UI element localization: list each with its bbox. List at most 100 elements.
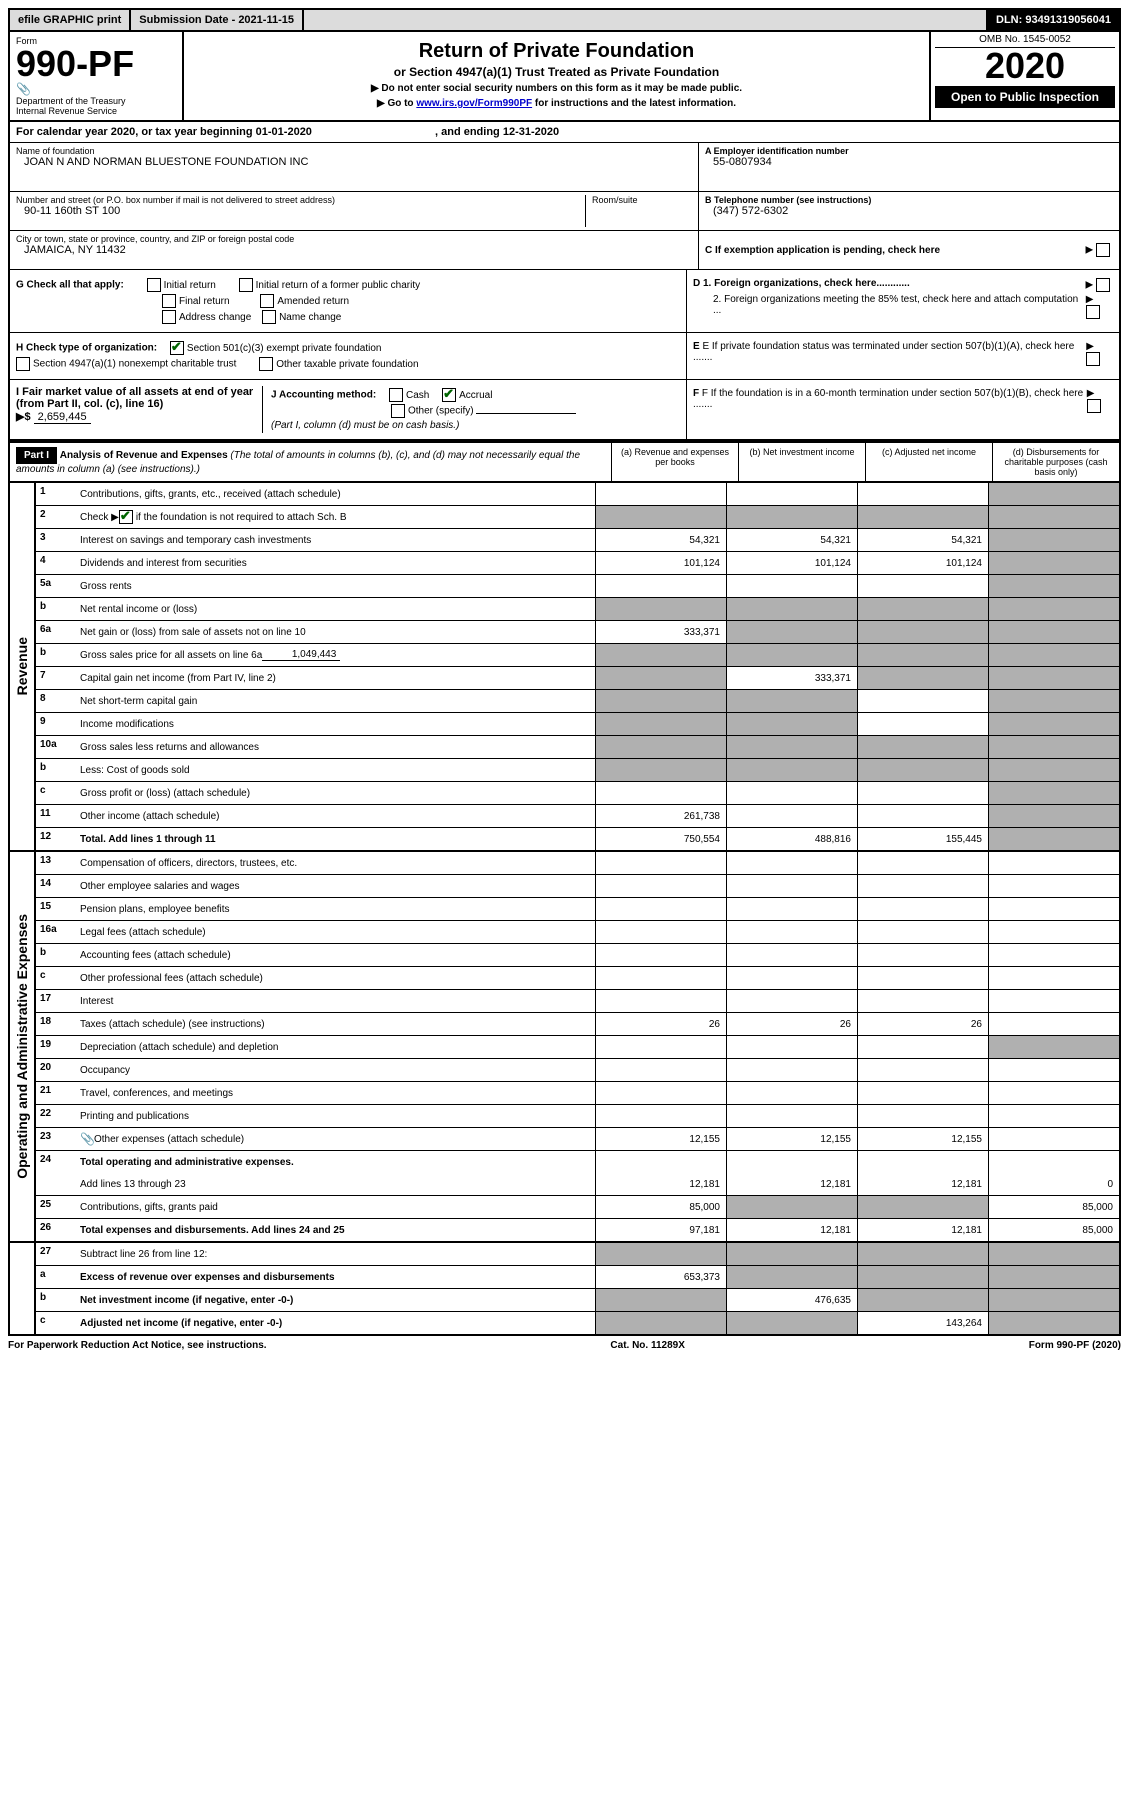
- cal-mid: , and ending: [435, 126, 503, 138]
- cell-c: [857, 898, 988, 920]
- cell-b: 54,321: [726, 529, 857, 551]
- cell-a: [595, 1289, 726, 1311]
- cell-b: [726, 621, 857, 643]
- g-amended-checkbox[interactable]: [260, 294, 274, 308]
- d2-checkbox[interactable]: [1086, 305, 1100, 319]
- form-header: Form 990-PF 📎 Department of the Treasury…: [8, 32, 1121, 122]
- cell-b: [726, 759, 857, 781]
- cell-b: [726, 990, 857, 1012]
- line-number: 20: [36, 1059, 76, 1081]
- g-initial-former-checkbox[interactable]: [239, 278, 253, 292]
- i-arrow: ▶$: [16, 411, 31, 423]
- line-number: 25: [36, 1196, 76, 1218]
- check-section-h: H Check type of organization: Section 50…: [8, 333, 1121, 380]
- cell-c: [857, 598, 988, 620]
- instr2-prefix: ▶ Go to: [377, 98, 416, 109]
- cell-d: [988, 805, 1119, 827]
- cell-c: [857, 1196, 988, 1218]
- foundation-name: JOAN N AND NORMAN BLUESTONE FOUNDATION I…: [16, 156, 692, 168]
- line-number: 13: [36, 852, 76, 874]
- cell-a: 12,155: [595, 1128, 726, 1150]
- cell-d: [988, 1105, 1119, 1127]
- j-other: Other (specify): [408, 406, 474, 417]
- part1-label: Part I: [16, 447, 57, 464]
- j-accrual-checkbox[interactable]: [442, 388, 456, 402]
- cell-a: [595, 898, 726, 920]
- j-accrual: Accrual: [459, 390, 492, 401]
- j-label: J Accounting method:: [271, 390, 376, 401]
- cell-c: [857, 621, 988, 643]
- cell-a: [595, 759, 726, 781]
- cell-c: 54,321: [857, 529, 988, 551]
- attachment-icon[interactable]: 📎: [16, 82, 30, 96]
- irs-link[interactable]: www.irs.gov/Form990PF: [416, 98, 532, 109]
- line-number: 23: [36, 1128, 76, 1150]
- line-description: Depreciation (attach schedule) and deple…: [76, 1036, 595, 1058]
- line-number: c: [36, 1312, 76, 1334]
- cell-c: [857, 483, 988, 505]
- e-checkbox[interactable]: [1086, 352, 1100, 366]
- page-footer: For Paperwork Reduction Act Notice, see …: [8, 1336, 1121, 1355]
- cell-b: [726, 1243, 857, 1265]
- open-to-public: Open to Public Inspection: [935, 86, 1115, 108]
- attachment-icon[interactable]: 📎: [80, 1132, 94, 1146]
- line-description: Legal fees (attach schedule): [76, 921, 595, 943]
- cell-a: [595, 1243, 726, 1265]
- f-checkbox[interactable]: [1087, 399, 1101, 413]
- j-cash-checkbox[interactable]: [389, 388, 403, 402]
- cell-d: [988, 598, 1119, 620]
- footer-left: For Paperwork Reduction Act Notice, see …: [8, 1340, 267, 1351]
- cell-d: [988, 875, 1119, 897]
- line-number: 22: [36, 1105, 76, 1127]
- g-name-checkbox[interactable]: [262, 310, 276, 324]
- efile-label[interactable]: efile GRAPHIC print: [10, 10, 129, 30]
- schb-checkbox[interactable]: [119, 510, 133, 524]
- dept-label: Department of the Treasury: [16, 96, 176, 106]
- line-description: Gross profit or (loss) (attach schedule): [76, 782, 595, 804]
- table-row: 10aGross sales less returns and allowanc…: [36, 736, 1119, 759]
- line-description: Less: Cost of goods sold: [76, 759, 595, 781]
- table-row: 2Check ▶ if the foundation is not requir…: [36, 506, 1119, 529]
- ein-label: A Employer identification number: [705, 146, 1113, 156]
- j-other-checkbox[interactable]: [391, 404, 405, 418]
- cell-d: [988, 852, 1119, 874]
- table-row: 5aGross rents: [36, 575, 1119, 598]
- line27-side: [10, 1243, 36, 1334]
- line-description: 📎 Other expenses (attach schedule): [76, 1128, 595, 1150]
- i-label: I Fair market value of all assets at end…: [16, 386, 253, 410]
- part1-header-row: Part I Analysis of Revenue and Expenses …: [8, 441, 1121, 483]
- cell-d: [988, 1059, 1119, 1081]
- col-a-head: (a) Revenue and expenses per books: [611, 443, 738, 481]
- g-label: G Check all that apply:: [16, 280, 124, 291]
- g-final-checkbox[interactable]: [162, 294, 176, 308]
- table-row: bNet investment income (if negative, ent…: [36, 1289, 1119, 1312]
- h-other-checkbox[interactable]: [259, 357, 273, 371]
- line-number: 4: [36, 552, 76, 574]
- g-address-checkbox[interactable]: [162, 310, 176, 324]
- line-number: 27: [36, 1243, 76, 1265]
- room-label: Room/suite: [592, 195, 692, 205]
- f-label: F If the foundation is in a 60-month ter…: [693, 388, 1083, 410]
- cal-end: 12-31-2020: [503, 126, 559, 138]
- expenses-table: Operating and Administrative Expenses 13…: [8, 852, 1121, 1243]
- cell-b: [726, 852, 857, 874]
- cell-b: [726, 713, 857, 735]
- line-description: Contributions, gifts, grants, etc., rece…: [76, 483, 595, 505]
- cell-d: [988, 529, 1119, 551]
- cell-a: [595, 1036, 726, 1058]
- g-opt-address: Address change: [179, 312, 251, 323]
- h-4947-checkbox[interactable]: [16, 357, 30, 371]
- line-number: b: [36, 944, 76, 966]
- table-row: 25Contributions, gifts, grants paid85,00…: [36, 1196, 1119, 1219]
- c-checkbox[interactable]: [1096, 243, 1110, 257]
- table-row: bGross sales price for all assets on lin…: [36, 644, 1119, 667]
- cell-d: 85,000: [988, 1196, 1119, 1218]
- cell-d: [988, 690, 1119, 712]
- footer-mid: Cat. No. 11289X: [610, 1340, 684, 1351]
- h-501c3-checkbox[interactable]: [170, 341, 184, 355]
- line-description: Printing and publications: [76, 1105, 595, 1127]
- line-number: 15: [36, 898, 76, 920]
- line-number: b: [36, 759, 76, 781]
- d1-checkbox[interactable]: [1096, 278, 1110, 292]
- g-initial-checkbox[interactable]: [147, 278, 161, 292]
